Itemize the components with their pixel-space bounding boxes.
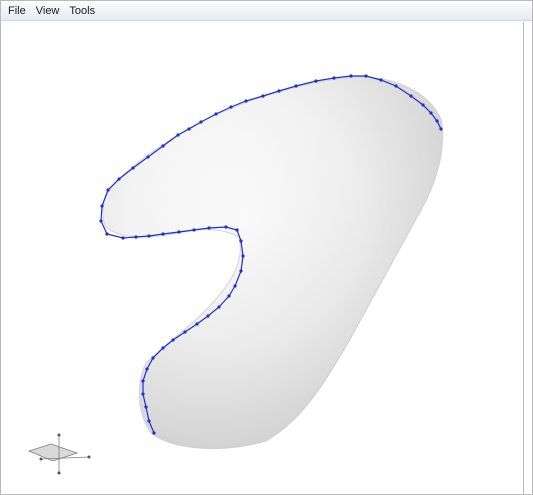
menu-tools[interactable]: Tools	[69, 4, 96, 17]
menu-bar: File View Tools	[1, 1, 532, 21]
control-points[interactable]	[99, 74, 443, 435]
vertical-scrollbar[interactable]	[523, 22, 532, 494]
blob-shadow-overlay	[102, 76, 443, 449]
3d-viewport[interactable]	[1, 22, 523, 494]
menu-file[interactable]: File	[8, 4, 26, 17]
axis-gizmo-icon[interactable]	[27, 433, 91, 475]
menu-view[interactable]: View	[35, 4, 60, 17]
viewport-canvas[interactable]	[1, 22, 523, 494]
